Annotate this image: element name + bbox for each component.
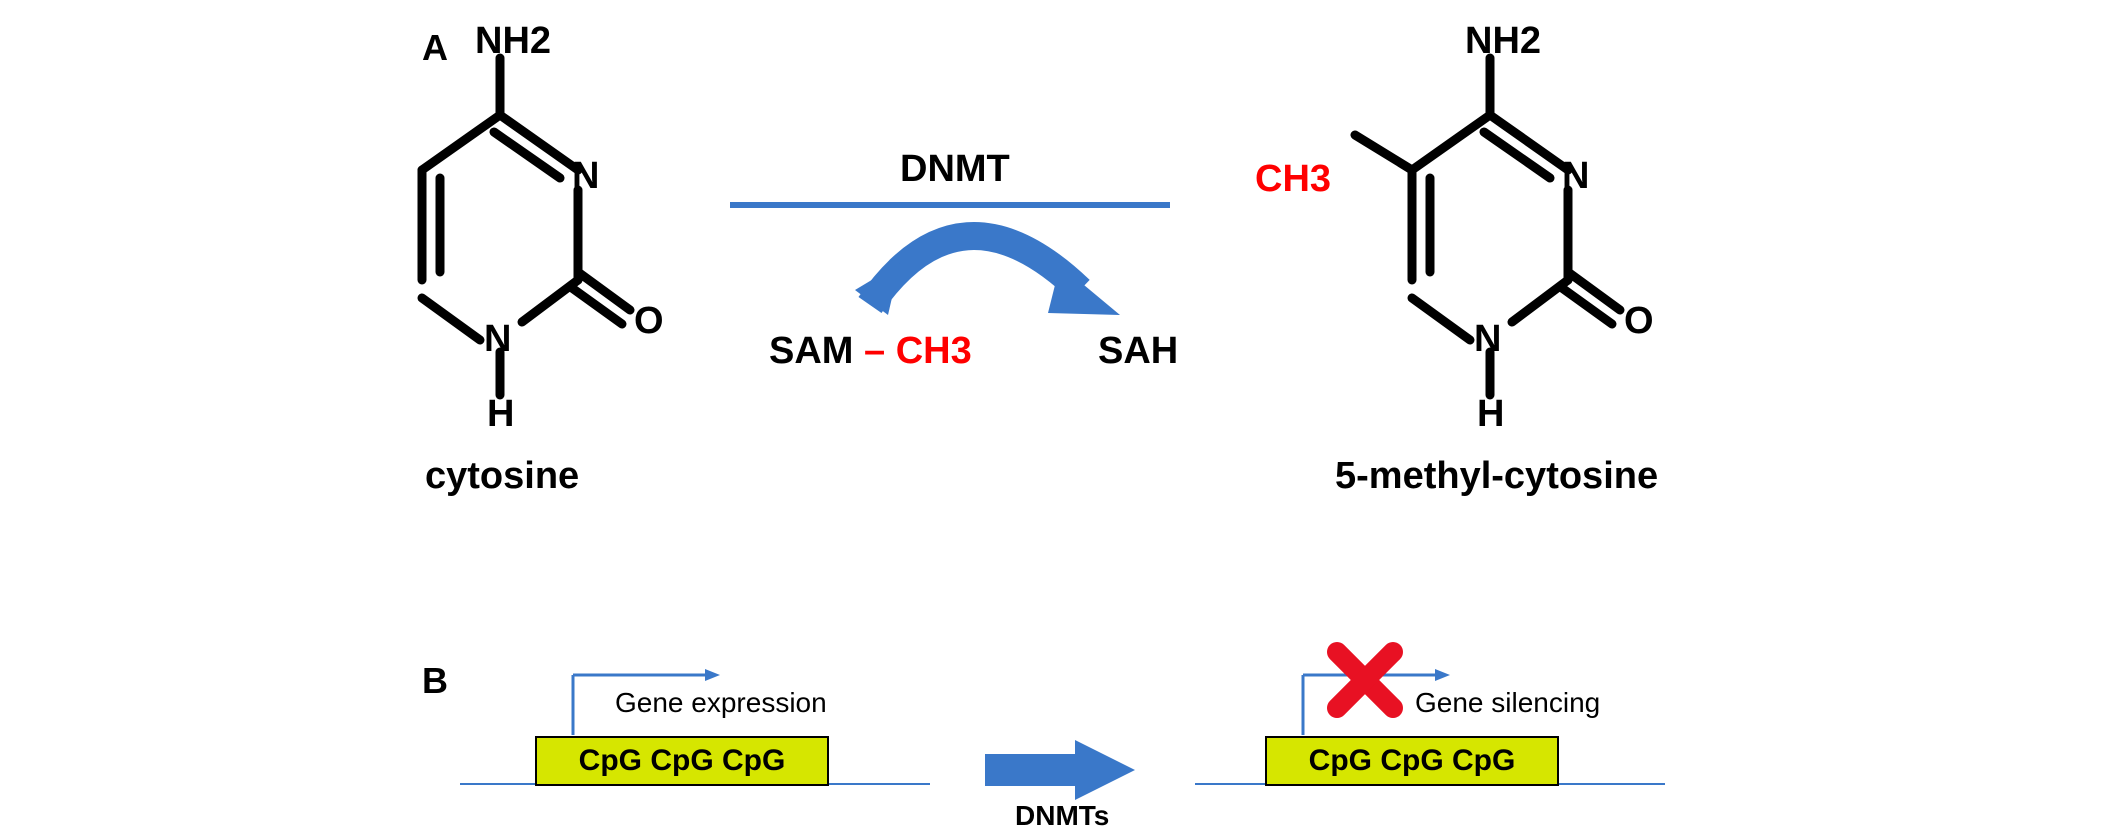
mc-o: O: [1624, 300, 1654, 343]
cytosine-n1: N: [572, 155, 599, 198]
mc-nh2: NH2: [1465, 20, 1541, 63]
cytosine-name: cytosine: [425, 455, 579, 498]
methylcytosine-structure: [1260, 40, 1640, 440]
mc-n2: N: [1474, 318, 1501, 361]
panel-b-label: B: [422, 660, 448, 702]
mc-name: 5-methyl-cytosine: [1335, 455, 1658, 498]
cytosine-nh2: NH2: [475, 20, 551, 63]
cytosine-o: O: [634, 300, 664, 343]
dnmts-label: DNMTs: [1015, 800, 1109, 832]
sam-label: SAM – CH3: [769, 330, 972, 373]
dnmt-label: DNMT: [900, 148, 1010, 191]
cpg-box-right: CpG CpG CpG: [1265, 736, 1559, 786]
mc-h: H: [1477, 393, 1504, 436]
x-icon: [1325, 640, 1405, 720]
cpg-box-left: CpG CpG CpG: [535, 736, 829, 786]
sah-label: SAH: [1098, 330, 1178, 373]
mc-ch3: CH3: [1255, 158, 1331, 201]
big-arrow: [985, 740, 1135, 800]
mc-n1: N: [1562, 155, 1589, 198]
gene-silencing-label: Gene silencing: [1415, 687, 1600, 719]
cytosine-h: H: [487, 393, 514, 436]
gene-expression-label: Gene expression: [615, 687, 827, 719]
cytosine-structure: [300, 40, 640, 440]
cytosine-n2: N: [484, 318, 511, 361]
